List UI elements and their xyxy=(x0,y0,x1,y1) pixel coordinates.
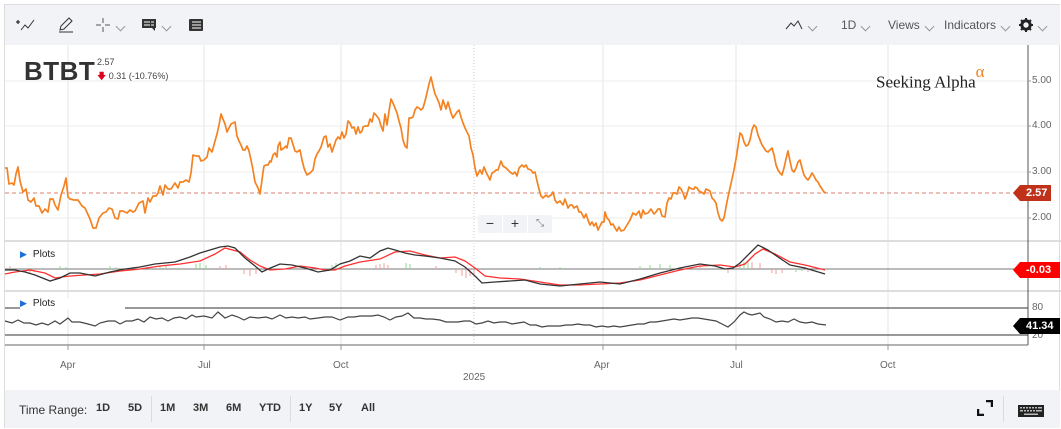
current-price: 2.57 xyxy=(97,57,115,67)
draw-icon xyxy=(59,17,73,33)
rsi-plots-toggle[interactable]: ▶ Plots xyxy=(20,298,126,309)
macd-histogram xyxy=(9,260,809,278)
macd-value-badge: -0.03 xyxy=(1013,262,1060,278)
x-tick-apr-2024: Apr xyxy=(60,360,76,371)
x-tick-2025: 2025 xyxy=(463,372,486,383)
keyboard-icon xyxy=(1018,405,1044,417)
expand-triangle-icon: ▶ xyxy=(20,298,27,308)
y-tick-4: 4.00 xyxy=(1032,120,1052,131)
down-arrow-icon: 🡇 xyxy=(97,71,107,81)
price-line xyxy=(5,76,827,232)
range-5y-button[interactable]: 5Y xyxy=(329,402,343,414)
ticker-symbol: BTBT xyxy=(24,56,96,86)
divider xyxy=(151,396,152,422)
zoom-out-button[interactable]: − xyxy=(478,215,503,233)
range-ytd-button[interactable]: YTD xyxy=(259,402,281,414)
time-range-label: Time Range: xyxy=(19,403,88,417)
range-5d-button[interactable]: 5D xyxy=(128,402,143,414)
line-chart-icon xyxy=(785,20,803,30)
table-icon xyxy=(189,19,203,31)
expand-triangle-icon: ▶ xyxy=(20,249,27,259)
macd-line xyxy=(5,244,826,287)
range-1y-button[interactable]: 1Y xyxy=(299,402,313,414)
time-range-bar: Time Range: 1D 5D 1M 3M 6M YTD 1Y 5Y All xyxy=(5,390,1060,428)
price-change: 🡇 0.31 (-10.76%) xyxy=(97,69,168,85)
y-tick-3: 3.00 xyxy=(1032,166,1052,177)
signal-line xyxy=(4,247,826,286)
add-indicator-icon xyxy=(16,19,35,31)
rsi-line xyxy=(4,311,827,328)
y-tick-5: 5.00 xyxy=(1032,75,1052,86)
x-tick-oct-2025: Oct xyxy=(880,360,896,371)
table-button[interactable] xyxy=(188,5,204,45)
indicators-label: Indicators xyxy=(944,18,997,32)
comment-button[interactable] xyxy=(141,5,172,45)
plots-label: Plots xyxy=(32,249,56,260)
zoom-reset-button[interactable]: ⤡ xyxy=(536,218,544,229)
logo-text: Seeking Alpha xyxy=(876,72,976,92)
crosshair-button[interactable] xyxy=(95,5,126,45)
views-dropdown[interactable]: Views xyxy=(888,5,935,45)
add-indicator-button[interactable] xyxy=(15,5,37,45)
range-3m-button[interactable]: 3M xyxy=(193,402,209,414)
crosshair-icon xyxy=(96,18,110,32)
settings-button[interactable] xyxy=(1019,5,1048,45)
macd-plots-toggle[interactable]: ▶ Plots xyxy=(20,249,55,260)
last-price-badge: 2.57 xyxy=(1012,185,1052,201)
price-change-value: 0.31 (-10.76%) xyxy=(108,71,169,81)
x-tick-apr-2025: Apr xyxy=(594,360,610,371)
x-tick-jul-2024: Jul xyxy=(198,360,211,371)
logo-alpha-mark: α xyxy=(975,62,985,81)
range-1d-button[interactable]: 1D xyxy=(96,402,111,414)
keyboard-button[interactable] xyxy=(1018,404,1044,422)
fullscreen-button[interactable] xyxy=(976,399,994,421)
y-tick-2: 2.00 xyxy=(1032,212,1052,223)
interval-label: 1D xyxy=(841,18,857,32)
zoom-in-button[interactable]: + xyxy=(503,215,528,233)
divider xyxy=(290,396,291,422)
rsi-value-badge: 41.34 xyxy=(1013,318,1060,334)
zoom-controls: − + ⤡ xyxy=(478,215,552,233)
indicators-dropdown[interactable]: Indicators xyxy=(944,5,1011,45)
divider xyxy=(1003,396,1004,422)
rsi-tick-20: 20 xyxy=(1032,330,1044,341)
gear-icon xyxy=(1019,18,1033,32)
views-label: Views xyxy=(888,18,920,32)
draw-button[interactable] xyxy=(57,5,75,45)
seeking-alpha-logo: Seeking Alphaα xyxy=(876,62,985,93)
range-1m-button[interactable]: 1M xyxy=(160,402,176,414)
fullscreen-icon xyxy=(976,399,994,417)
plots-label: Plots xyxy=(32,298,56,309)
x-tick-jul-2025: Jul xyxy=(730,360,743,371)
toolbar: 1D Views Indicators xyxy=(5,5,1060,45)
range-6m-button[interactable]: 6M xyxy=(226,402,242,414)
x-tick-oct-2024: Oct xyxy=(333,360,349,371)
rsi-tick-80: 80 xyxy=(1032,302,1044,313)
range-all-button[interactable]: All xyxy=(361,402,376,414)
interval-dropdown[interactable]: 1D xyxy=(841,5,871,45)
comment-icon xyxy=(142,19,156,31)
chart-type-button[interactable] xyxy=(785,5,818,45)
